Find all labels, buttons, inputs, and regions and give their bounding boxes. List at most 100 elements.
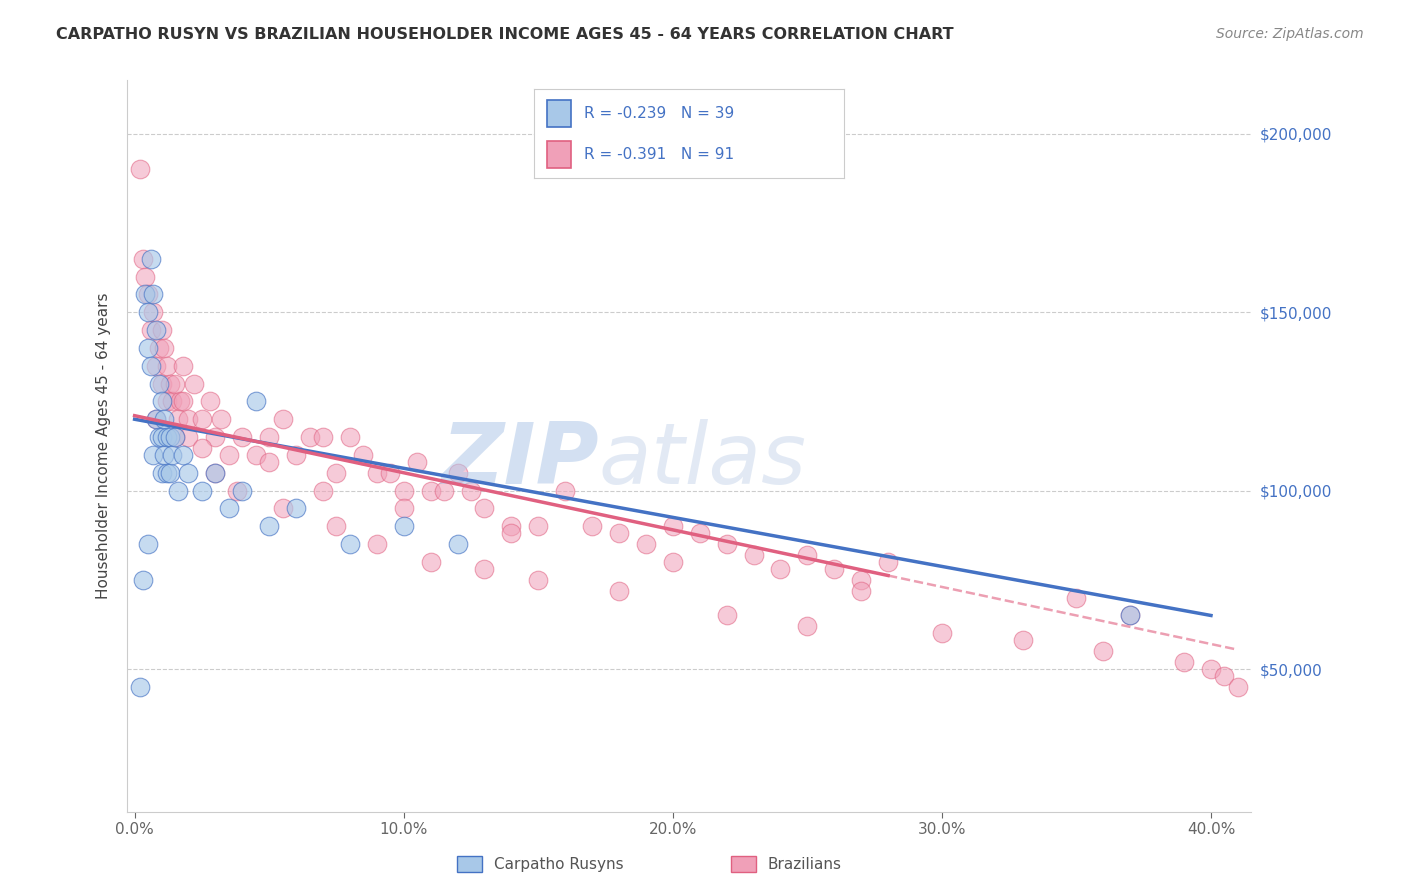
Point — [134, 269, 156, 284]
Y-axis label: Householder Income Ages 45 - 64 years: Householder Income Ages 45 - 64 years — [96, 293, 111, 599]
Point — [159, 466, 181, 480]
Point — [271, 501, 294, 516]
Point — [312, 430, 335, 444]
Text: Source: ZipAtlas.com: Source: ZipAtlas.com — [1216, 27, 1364, 41]
Point — [823, 562, 845, 576]
Point — [474, 562, 496, 576]
Point — [159, 376, 181, 391]
Point — [204, 430, 226, 444]
Point — [607, 526, 630, 541]
Point — [446, 537, 468, 551]
Point — [662, 519, 685, 533]
Point — [392, 501, 415, 516]
Point — [607, 583, 630, 598]
Point — [131, 573, 153, 587]
Point — [554, 483, 576, 498]
Point — [796, 548, 818, 562]
Point — [312, 483, 335, 498]
Point — [231, 483, 253, 498]
Point — [136, 341, 159, 355]
Point — [527, 519, 550, 533]
Point — [153, 412, 176, 426]
Point — [162, 394, 184, 409]
Point — [501, 526, 523, 541]
Bar — [547, 141, 571, 168]
Point — [177, 412, 200, 426]
Bar — [547, 100, 571, 127]
Point — [225, 483, 247, 498]
Point — [298, 430, 321, 444]
Point — [148, 430, 170, 444]
Point — [392, 519, 415, 533]
Text: R = -0.239   N = 39: R = -0.239 N = 39 — [583, 106, 734, 120]
Point — [183, 376, 205, 391]
Point — [150, 376, 173, 391]
Point — [352, 448, 374, 462]
Point — [716, 608, 738, 623]
Point — [139, 359, 162, 373]
Point — [145, 323, 167, 337]
Point — [162, 448, 184, 462]
Point — [177, 466, 200, 480]
Point — [142, 448, 165, 462]
Text: ZIP: ZIP — [441, 419, 599, 502]
Point — [527, 573, 550, 587]
Point — [156, 394, 179, 409]
Point — [172, 448, 194, 462]
Point — [191, 441, 214, 455]
Text: Brazilians: Brazilians — [768, 857, 842, 871]
Point — [1011, 633, 1033, 648]
Point — [433, 483, 456, 498]
Point — [877, 555, 900, 569]
Point — [166, 412, 188, 426]
Point — [257, 430, 280, 444]
Point — [172, 394, 194, 409]
Point — [1066, 591, 1088, 605]
Point — [142, 305, 165, 319]
Point — [1213, 669, 1236, 683]
Point — [191, 483, 214, 498]
Point — [191, 412, 214, 426]
Point — [142, 287, 165, 301]
Point — [325, 466, 347, 480]
Point — [419, 483, 441, 498]
Point — [366, 466, 388, 480]
Point — [849, 573, 872, 587]
Point — [209, 412, 232, 426]
Point — [285, 501, 308, 516]
Point — [339, 537, 361, 551]
Point — [153, 448, 176, 462]
Point — [460, 483, 482, 498]
Point — [689, 526, 711, 541]
Point — [163, 430, 186, 444]
Point — [474, 501, 496, 516]
Point — [392, 483, 415, 498]
Text: atlas: atlas — [599, 419, 807, 502]
Point — [177, 430, 200, 444]
Text: R = -0.391   N = 91: R = -0.391 N = 91 — [583, 147, 734, 161]
Point — [148, 376, 170, 391]
Point — [139, 323, 162, 337]
Point — [172, 359, 194, 373]
Point — [145, 412, 167, 426]
Point — [931, 626, 953, 640]
Point — [245, 394, 267, 409]
Point — [169, 394, 191, 409]
Point — [166, 483, 188, 498]
Point — [769, 562, 792, 576]
Point — [150, 466, 173, 480]
Point — [150, 323, 173, 337]
Point — [1119, 608, 1142, 623]
Point — [198, 394, 221, 409]
Point — [446, 466, 468, 480]
Point — [159, 430, 181, 444]
Point — [634, 537, 657, 551]
Point — [257, 455, 280, 469]
Point — [145, 412, 167, 426]
Point — [1226, 680, 1249, 694]
Point — [136, 305, 159, 319]
Point — [136, 537, 159, 551]
Point — [150, 394, 173, 409]
Point — [1199, 662, 1222, 676]
Point — [218, 448, 240, 462]
